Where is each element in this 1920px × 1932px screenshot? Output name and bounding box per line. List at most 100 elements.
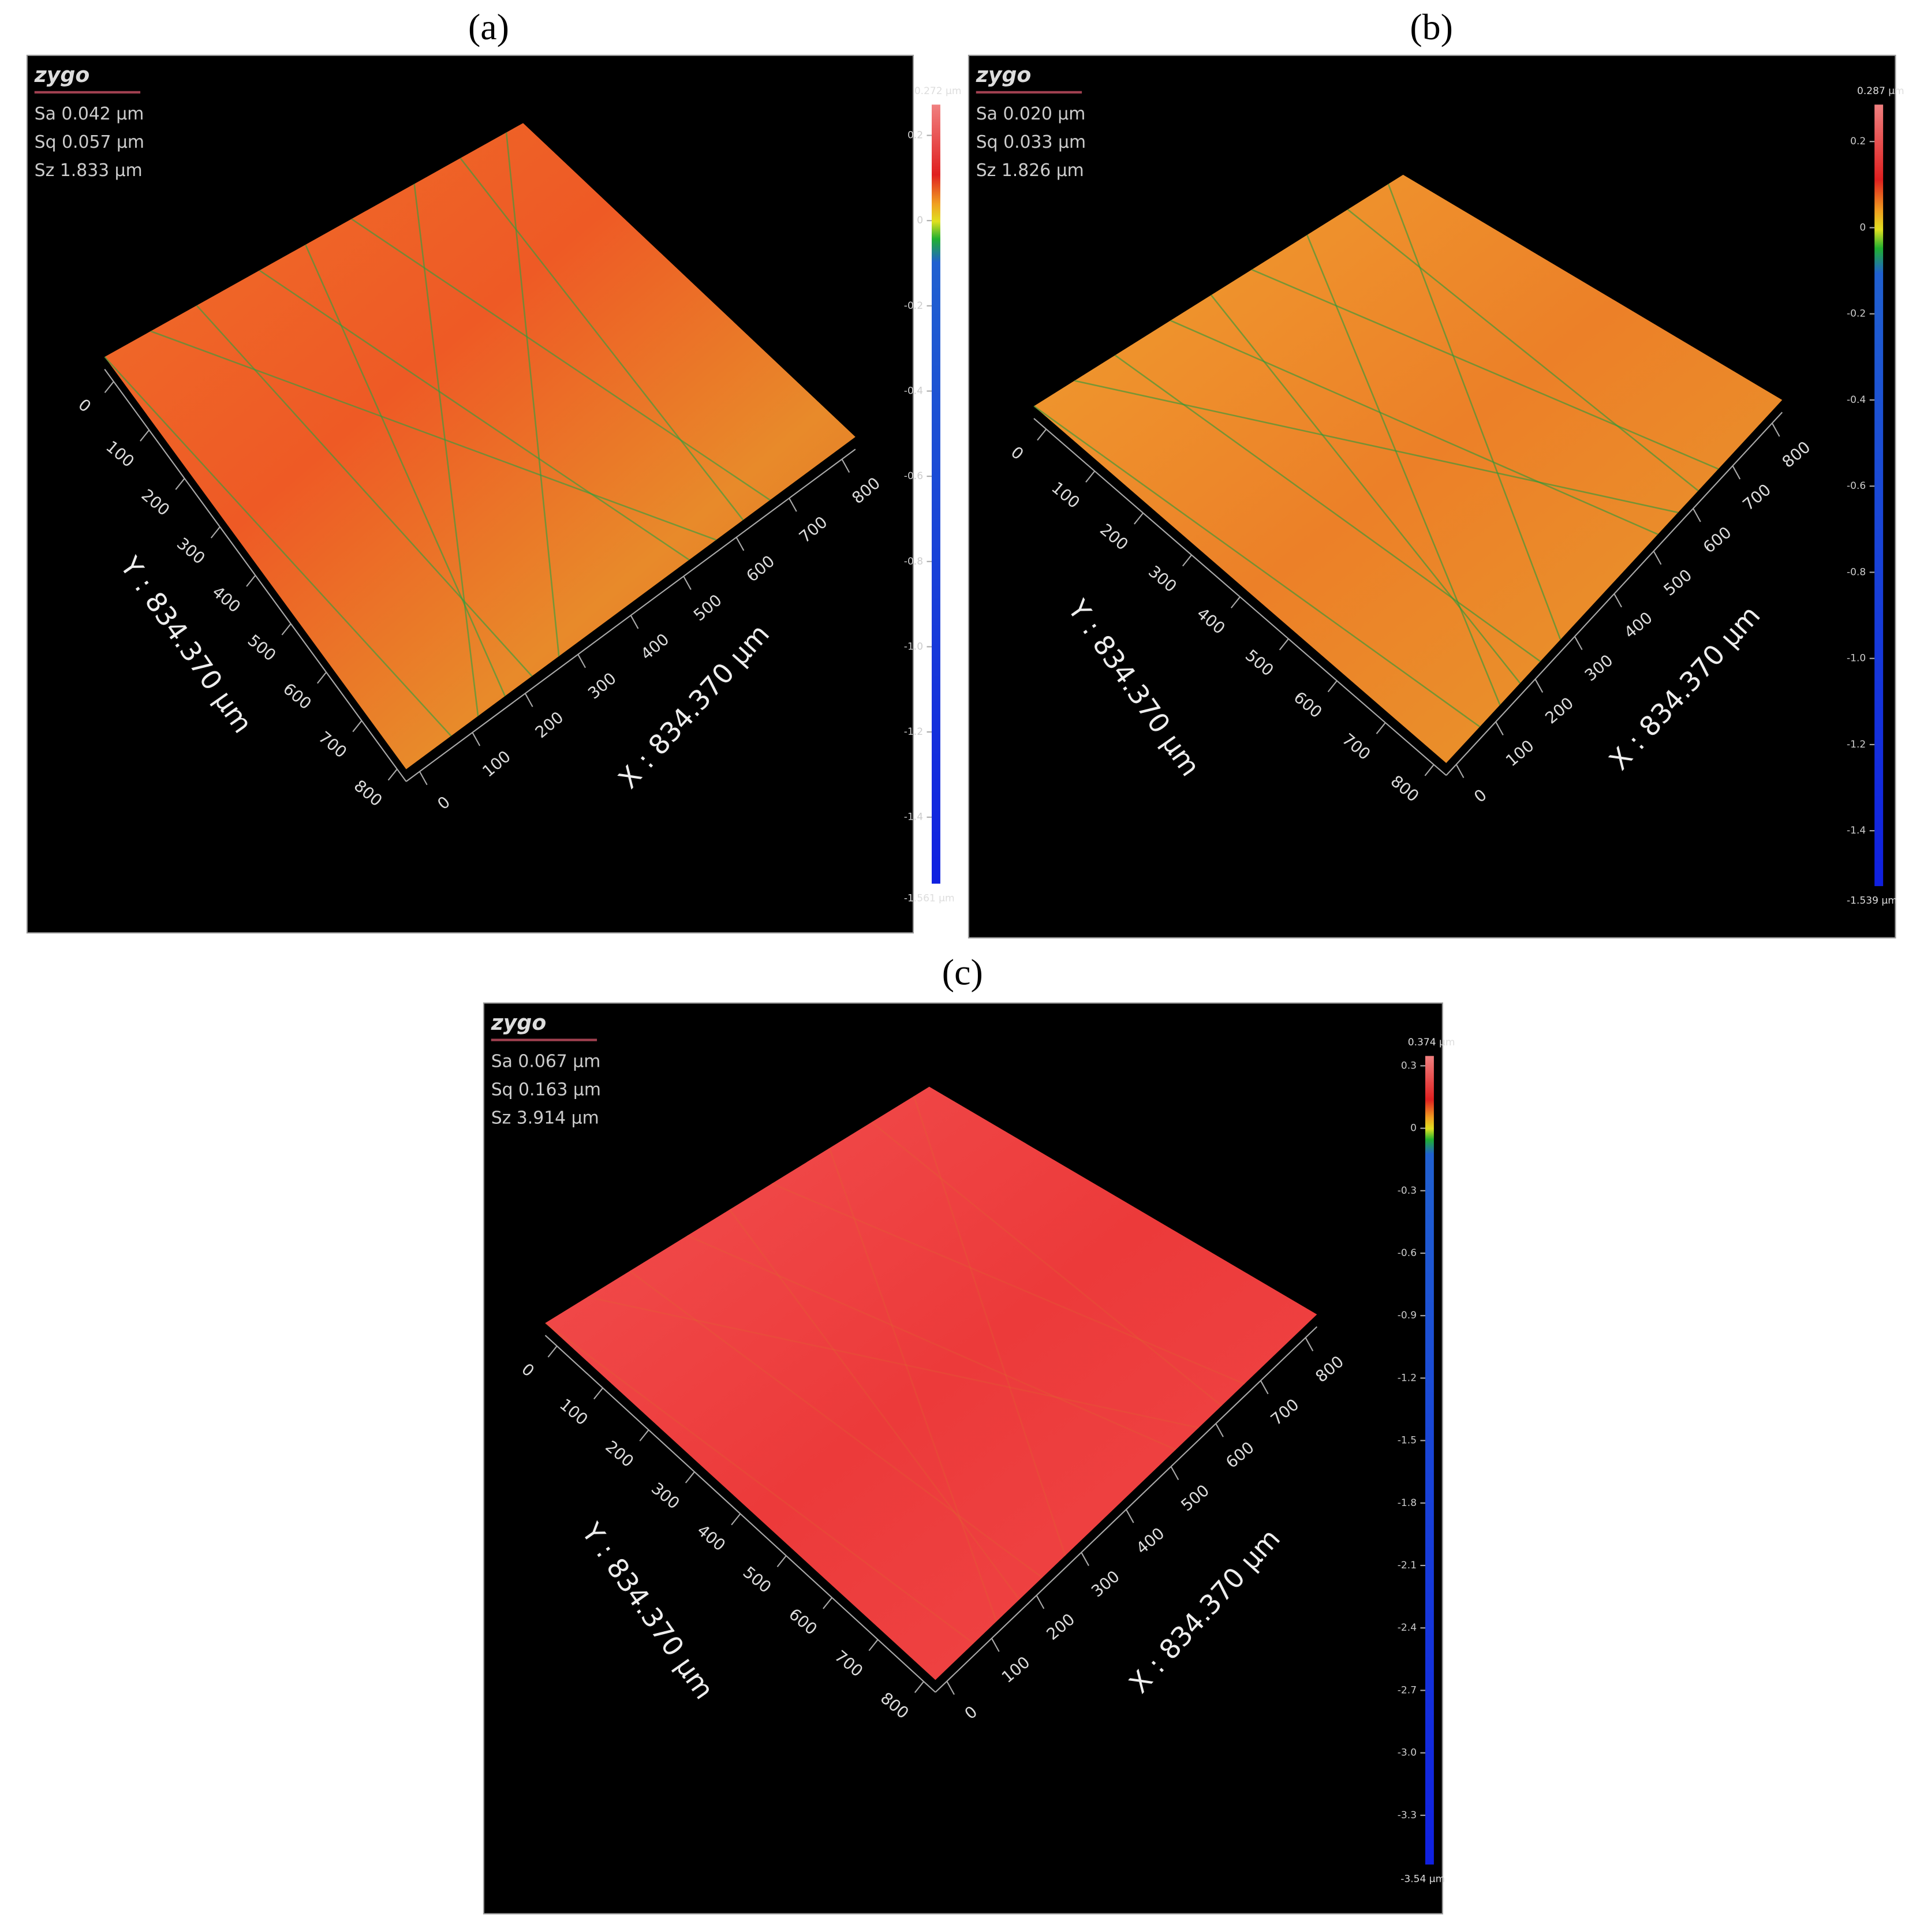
surface-texture — [1170, 320, 1658, 535]
axis-tick — [841, 458, 850, 473]
stat: Sa 0.042 µm — [35, 104, 144, 124]
stat: Sa 0.067 µm — [491, 1052, 601, 1072]
surface-texture — [828, 1148, 998, 1622]
axis-tick — [1653, 551, 1662, 565]
colorbar-tick-label: -1.4 — [1847, 825, 1866, 836]
surface-texture — [259, 270, 690, 560]
colorbar-tick-label: -1.5 — [1398, 1435, 1417, 1447]
surface-texture — [771, 1183, 1245, 1385]
stat: Sq 0.033 µm — [976, 132, 1086, 152]
axis-tick — [1455, 764, 1465, 778]
axis-tick — [685, 1471, 695, 1483]
stat: Sa 0.020 µm — [976, 104, 1086, 124]
colorbar-max-label: 0.374 µm — [1408, 1037, 1455, 1048]
colorbar-min-label: -1.539 µm — [1847, 895, 1897, 907]
axis-tick — [1732, 465, 1741, 480]
colorbar-tick-label: -1.2 — [1398, 1372, 1417, 1384]
colorbar-tick-label: -1.0 — [904, 641, 923, 652]
axis-tick — [524, 693, 533, 707]
stat: Sq 0.163 µm — [491, 1080, 601, 1100]
axis-tick — [140, 429, 150, 442]
axis-tick — [1230, 596, 1241, 608]
surface-texture — [629, 1270, 1043, 1579]
axis-tick — [472, 732, 481, 746]
colorbar-min-label: -1.561 µm — [904, 892, 955, 904]
axis-tick — [1182, 554, 1192, 567]
axis-tick — [1081, 1552, 1089, 1566]
surface-texture — [1251, 268, 1719, 470]
colorbar-tick-label: -1.8 — [1398, 1497, 1417, 1509]
colorbar-tick-label: -2.7 — [1398, 1684, 1417, 1696]
axis-tick — [1424, 764, 1435, 776]
axis-tick — [316, 671, 327, 684]
axis-tick — [593, 1387, 604, 1400]
axis-tick — [914, 1681, 924, 1693]
surface-texture — [1306, 234, 1501, 705]
axis-tick — [281, 623, 292, 636]
surface-texture — [587, 1296, 1199, 1429]
panel-label: (a) — [468, 6, 509, 47]
colorbar-tick-label: -0.4 — [904, 385, 923, 397]
stat: Sz 1.833 µm — [35, 160, 143, 181]
stat: Sz 3.914 µm — [491, 1108, 599, 1128]
colorbar-tick-label: -2.1 — [1398, 1560, 1417, 1571]
logo: zygo — [976, 62, 1032, 87]
colorbar — [931, 104, 940, 884]
axis-tick — [577, 654, 586, 668]
axis-tick — [1134, 513, 1144, 525]
surface — [1033, 174, 1783, 763]
colorbar-tick-label: -0.6 — [904, 470, 923, 482]
surface-texture — [413, 184, 479, 716]
axis-tick — [1495, 721, 1504, 735]
colorbar-tick-label: -3.0 — [1398, 1747, 1417, 1759]
axis-tick — [630, 615, 639, 629]
colorbar-max-label: 0.272 µm — [914, 85, 962, 97]
colorbar-tick-label: 0 — [917, 215, 923, 226]
colorbar-tick-label: 0.2 — [1850, 136, 1866, 147]
axis-tick — [547, 1346, 558, 1358]
axis-tick — [1260, 1380, 1269, 1395]
surface-texture — [1347, 208, 1699, 492]
surface-texture — [871, 1122, 1222, 1407]
surface-texture — [729, 1209, 1020, 1600]
colorbar-tick-label: -1.0 — [1847, 653, 1866, 664]
colorbar-tick-label: 0 — [1410, 1123, 1417, 1134]
axis-tick — [246, 575, 256, 587]
axis-tick — [731, 1513, 741, 1526]
axis-tick — [1327, 680, 1338, 693]
axis-tick — [175, 478, 185, 490]
axis-tick — [1215, 1423, 1224, 1437]
axis-tick — [1036, 1595, 1045, 1609]
colorbar-tick-label: -0.2 — [904, 300, 923, 312]
stat: Sz 1.826 µm — [976, 160, 1084, 181]
axis-tick — [104, 381, 114, 393]
colorbar-tick-label: -1.4 — [904, 812, 923, 823]
axis-tick — [210, 526, 221, 539]
surface-texture — [1074, 380, 1679, 514]
surface-texture — [687, 1235, 1176, 1451]
axis-tick — [1693, 508, 1701, 522]
colorbar-max-label: 0.287 µm — [1857, 85, 1904, 97]
axis-tick — [387, 768, 398, 781]
colorbar-tick-label: -0.3 — [1398, 1185, 1417, 1197]
axis-tick — [1037, 428, 1047, 441]
axis-tick — [776, 1555, 787, 1567]
axis-tick — [1170, 1466, 1179, 1481]
axis-tick — [1534, 679, 1544, 693]
surface-texture — [196, 305, 533, 677]
surface-texture — [1114, 354, 1541, 662]
axis-tick — [683, 576, 692, 590]
surface — [545, 1086, 1317, 1680]
axis-tick — [991, 1638, 1000, 1652]
colorbar-tick-label: -1.2 — [904, 726, 923, 738]
axis-tick — [1613, 593, 1622, 608]
axis-tick — [1279, 638, 1289, 651]
axis-tick — [1305, 1337, 1314, 1351]
colorbar-tick-label: 0.3 — [1401, 1060, 1417, 1071]
colorbar — [1874, 104, 1884, 887]
surface-texture — [305, 244, 506, 697]
axis-tick — [639, 1429, 649, 1442]
axis-tick — [1574, 636, 1583, 651]
